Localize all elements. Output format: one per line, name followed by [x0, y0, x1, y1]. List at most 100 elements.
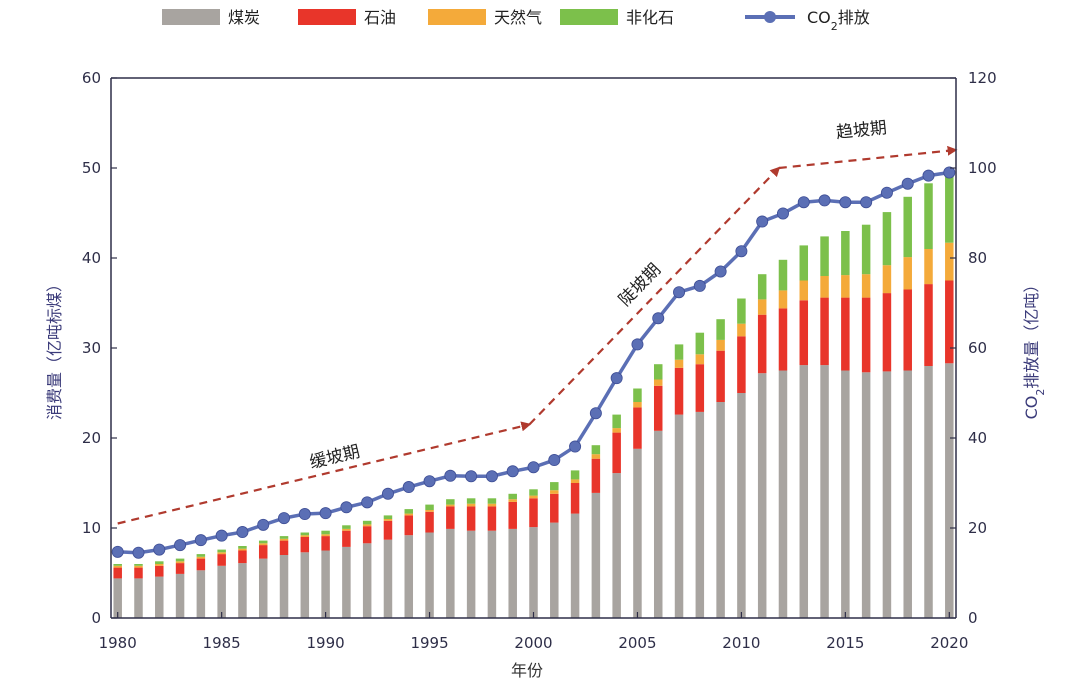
co2-point [340, 501, 353, 514]
bar-segment [612, 414, 621, 429]
y-axis-right-title-sub: 2 [1034, 389, 1047, 396]
phase-arrow [528, 166, 781, 426]
co2-point [943, 166, 956, 179]
y-right-tick-label: 0 [968, 609, 978, 627]
phase-arrows [117, 145, 958, 525]
y-left-tick-label: 10 [82, 519, 101, 537]
bar-segment [258, 558, 268, 618]
bar-segment [591, 445, 601, 455]
co2-point [652, 312, 665, 325]
bar-segment [487, 506, 497, 531]
phase-label: 趋坡期 [835, 118, 888, 143]
co2-point [465, 470, 478, 483]
bar-segment [300, 532, 310, 536]
bar-segment [757, 299, 767, 315]
bar-segment [612, 473, 621, 618]
bar-segment [612, 428, 621, 433]
co2-point [402, 481, 415, 494]
bar-segment [466, 506, 476, 531]
bar-segment [550, 522, 559, 618]
bar-segment [342, 525, 351, 529]
bar-segment [425, 510, 434, 512]
x-tick-label: 2000 [514, 634, 552, 652]
co2-point [215, 529, 228, 542]
bar-segment [113, 567, 122, 579]
bar-segment [446, 506, 455, 529]
bar-segment [757, 373, 767, 618]
bar-segment [196, 556, 206, 559]
bar-segment [196, 570, 206, 618]
bar-segment [362, 543, 372, 618]
legend-marker [764, 11, 776, 23]
bar-segment [404, 535, 414, 618]
bar-segment [446, 499, 455, 505]
bar-segment [529, 495, 538, 499]
bar-segment [924, 249, 933, 285]
y-axis-left-title: 消费量（亿吨标煤） [45, 276, 64, 420]
bar-segment [134, 565, 143, 568]
bar-segment [217, 549, 226, 553]
bar-segment [321, 550, 330, 618]
co2-point [839, 196, 852, 209]
bar-segment [778, 308, 788, 371]
bar-segment [238, 546, 247, 549]
bar-segment [591, 492, 601, 618]
legend-swatch [560, 9, 618, 25]
co2-point [174, 539, 187, 552]
bar-segment [279, 538, 289, 541]
co2-point [569, 440, 582, 453]
co2-point [132, 546, 145, 559]
legend-swatch [428, 9, 486, 25]
bar-segment [217, 565, 226, 618]
bar-segment [550, 493, 559, 523]
bar-segment [674, 344, 684, 360]
y-left-tick-label: 0 [91, 609, 101, 627]
bar-segment [945, 363, 954, 618]
bar-segment [903, 257, 912, 290]
co2-point [444, 469, 457, 482]
bar-segment [238, 563, 247, 618]
bar-segment [820, 297, 829, 366]
legend-swatch [162, 9, 220, 25]
bar-segment [217, 554, 226, 566]
bar-segment [945, 242, 954, 281]
bar-segment [487, 503, 497, 507]
bar-segment [404, 515, 414, 536]
bar-segment [508, 528, 517, 618]
bar-segment [113, 564, 122, 566]
bar-segment [674, 414, 684, 618]
bar-segment [674, 367, 684, 415]
y-left-tick-label: 50 [82, 159, 101, 177]
co2-point [776, 207, 789, 220]
bar-segment [861, 372, 871, 618]
bar-segment [591, 458, 601, 493]
co2-point [236, 526, 249, 539]
bar-segment [175, 563, 185, 574]
bar-segment [695, 411, 705, 618]
co2-point [111, 545, 124, 558]
y-right-tick-label: 80 [968, 249, 987, 267]
bar-segment [778, 370, 788, 618]
bar-segment [113, 578, 122, 618]
legend-label: 煤炭 [228, 8, 260, 27]
bar-segment [903, 289, 912, 371]
co2-point [631, 338, 644, 351]
y-left-tick-label: 20 [82, 429, 101, 447]
bar-segment [820, 236, 829, 276]
bar-segment [446, 528, 455, 618]
x-tick-label: 2015 [826, 634, 864, 652]
co2-point [548, 454, 561, 467]
bar-segment [155, 565, 164, 577]
bar-segment [466, 530, 476, 618]
bar-segment [820, 365, 829, 618]
bar-segment [820, 276, 829, 298]
co2-point [381, 487, 394, 500]
co2-point [278, 512, 291, 525]
bar-segment [861, 274, 871, 298]
legend-label: CO2排放 [807, 8, 870, 33]
bar-segment [737, 393, 746, 618]
bar-segment [362, 524, 372, 527]
bar-segment [716, 339, 725, 351]
bar-segment [882, 371, 892, 618]
bar-segment [342, 530, 351, 547]
